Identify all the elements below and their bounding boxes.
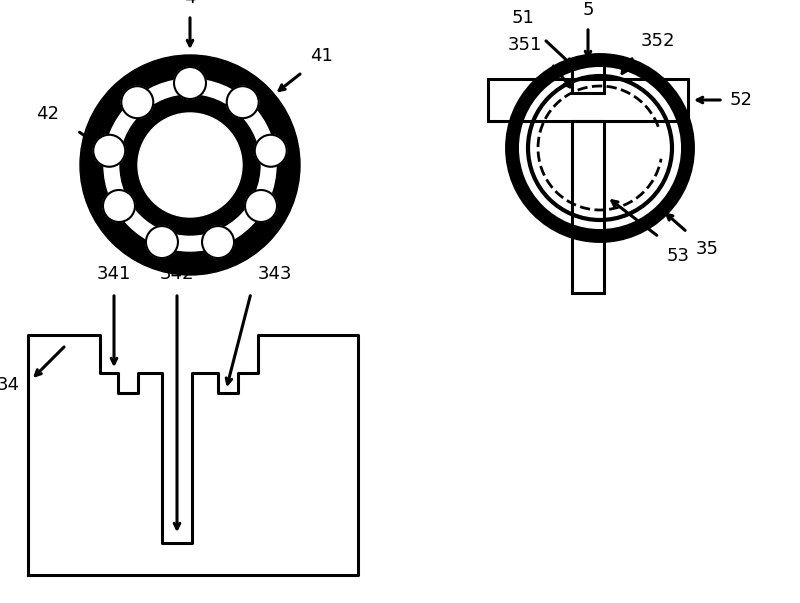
Circle shape (254, 134, 286, 167)
Text: 51: 51 (511, 9, 534, 27)
Text: 53: 53 (667, 247, 690, 265)
Text: 352: 352 (641, 33, 675, 51)
Circle shape (245, 190, 277, 222)
Circle shape (80, 55, 300, 275)
Circle shape (226, 86, 258, 118)
Circle shape (174, 67, 206, 99)
Circle shape (94, 134, 126, 167)
Text: 341: 341 (97, 265, 131, 283)
Bar (572, 65, 604, 93)
Text: 52: 52 (730, 91, 753, 109)
Bar (572, 121, 604, 293)
Text: 343: 343 (258, 265, 293, 283)
Circle shape (103, 190, 135, 222)
Bar (488, 79, 688, 121)
Text: 34: 34 (0, 376, 20, 394)
Text: 5: 5 (582, 1, 594, 19)
Text: 41: 41 (310, 47, 333, 65)
Circle shape (146, 226, 178, 258)
Text: 4: 4 (184, 0, 196, 7)
Text: 342: 342 (160, 265, 194, 283)
Circle shape (104, 79, 276, 251)
Text: 351: 351 (507, 36, 542, 54)
Text: 35: 35 (695, 240, 718, 258)
Circle shape (138, 113, 242, 217)
Text: 42: 42 (36, 105, 59, 123)
Circle shape (122, 86, 154, 118)
Circle shape (202, 226, 234, 258)
Circle shape (120, 95, 260, 235)
